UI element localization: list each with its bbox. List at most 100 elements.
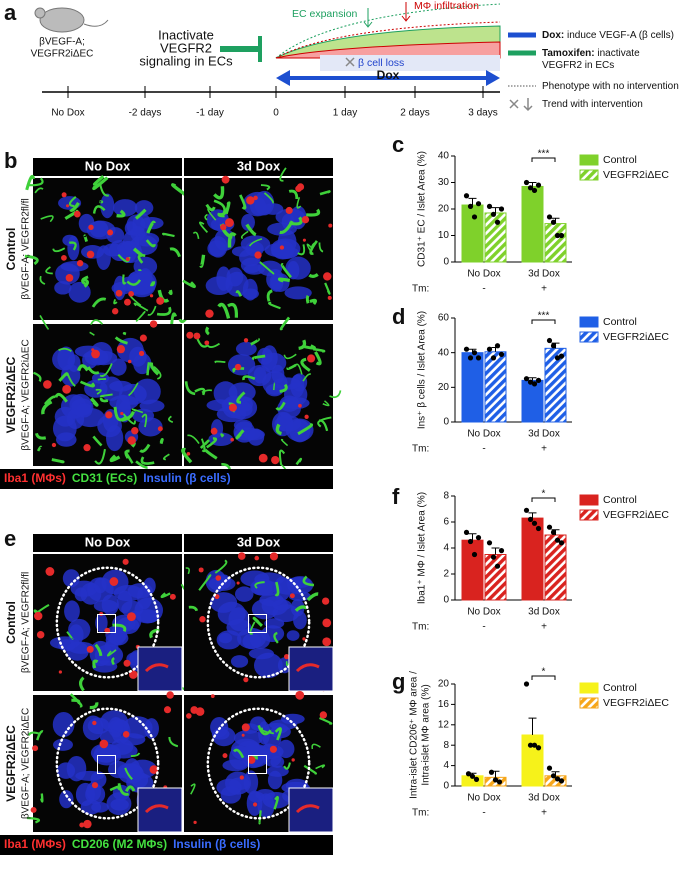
vessel	[124, 785, 136, 793]
y-axis-label: Ins⁺ β cells / Islet Area (%)	[417, 311, 428, 429]
vessel	[184, 381, 196, 396]
bar	[544, 223, 567, 263]
vessel	[33, 371, 42, 382]
tm-label: +	[541, 808, 547, 819]
row-genotype: βVEGF-A; VEGFR2iΔEC	[21, 339, 32, 450]
vessel	[114, 336, 128, 345]
tm-label: -	[482, 622, 485, 633]
vessel	[122, 332, 127, 336]
data-point	[463, 193, 470, 199]
y-tick-label: 8	[443, 491, 449, 502]
macrophage	[291, 758, 295, 762]
tm-label: +	[541, 284, 547, 295]
macrophage	[247, 756, 256, 764]
data-point	[535, 525, 542, 532]
macrophage	[307, 354, 316, 363]
macrophage	[127, 612, 136, 622]
macrophage	[128, 290, 135, 297]
vessel	[124, 450, 134, 464]
vessel	[233, 748, 245, 759]
y-tick-label: 4	[443, 543, 449, 554]
vessel	[82, 278, 89, 288]
nucleus	[52, 711, 75, 738]
legend-label: VEGFR2iΔEC	[603, 509, 669, 521]
vessel	[87, 366, 100, 375]
vessel	[68, 195, 77, 208]
vessel	[319, 716, 333, 725]
data-point	[486, 203, 493, 209]
islet-outline	[55, 566, 160, 679]
macrophage	[304, 414, 309, 419]
vessel	[308, 273, 319, 278]
vessel	[168, 736, 179, 748]
vessel	[227, 302, 239, 318]
macrophage	[243, 677, 249, 683]
data-point	[469, 773, 476, 779]
macrophage	[215, 575, 222, 581]
vessel	[40, 215, 54, 223]
vessel	[239, 194, 247, 210]
column-header: 3d Dox	[237, 158, 281, 173]
vessel	[92, 176, 109, 191]
macrophage	[51, 442, 57, 448]
y-axis-label: Intra-islet MΦ area (%)	[421, 684, 432, 785]
vessel	[248, 238, 263, 247]
inset	[137, 646, 183, 692]
bar	[484, 212, 507, 263]
nucleus	[101, 594, 119, 616]
row-group: Control	[4, 601, 18, 644]
y-axis-label: CD31⁺ EC / Islet Area (%)	[417, 151, 428, 267]
nucleus	[249, 630, 271, 650]
label: -1 day	[196, 108, 224, 119]
data-point	[550, 529, 557, 536]
inset	[288, 787, 334, 833]
vessel	[106, 649, 117, 657]
nucleus	[254, 572, 284, 586]
data-point	[527, 185, 534, 191]
data-point	[490, 554, 497, 560]
macrophage	[61, 254, 67, 261]
y-tick-label: 12	[438, 719, 450, 730]
data-point	[531, 187, 538, 194]
tm-label: -	[482, 808, 485, 819]
macrophage	[73, 210, 81, 218]
data-point	[471, 214, 478, 220]
vessel	[145, 239, 156, 248]
vessel	[232, 367, 245, 373]
macrophage	[86, 250, 95, 259]
vessel	[214, 559, 228, 574]
nucleus	[240, 235, 271, 253]
panel-letter: f	[392, 484, 400, 509]
y-tick-label: 0	[443, 595, 449, 606]
macrophage	[302, 637, 306, 641]
macrophage	[139, 334, 147, 342]
macrophage	[237, 552, 246, 560]
data-point	[531, 742, 538, 748]
vessel	[283, 353, 297, 360]
vessel	[171, 183, 188, 198]
nucleus	[64, 600, 80, 622]
sig-bracket	[531, 319, 556, 324]
macrophage	[198, 567, 204, 573]
error-bar	[491, 207, 500, 213]
macrophage	[301, 215, 310, 224]
macrophage	[322, 637, 332, 647]
vessel	[217, 212, 225, 218]
vessel	[69, 241, 77, 251]
macrophage	[33, 611, 43, 621]
islet-outline	[206, 566, 311, 679]
nucleus	[241, 213, 255, 231]
islet-outline	[206, 707, 311, 820]
data-point	[494, 563, 501, 569]
data-point	[475, 201, 482, 207]
macrophage	[62, 384, 72, 394]
vessel	[181, 447, 193, 464]
macrophage	[58, 670, 62, 674]
data-point	[471, 350, 478, 356]
macrophage	[166, 691, 174, 699]
macrophage	[222, 753, 228, 759]
vessel	[66, 631, 74, 640]
y-tick-label: 20	[438, 382, 450, 393]
sig-bracket	[531, 675, 556, 680]
vessel	[147, 305, 157, 316]
